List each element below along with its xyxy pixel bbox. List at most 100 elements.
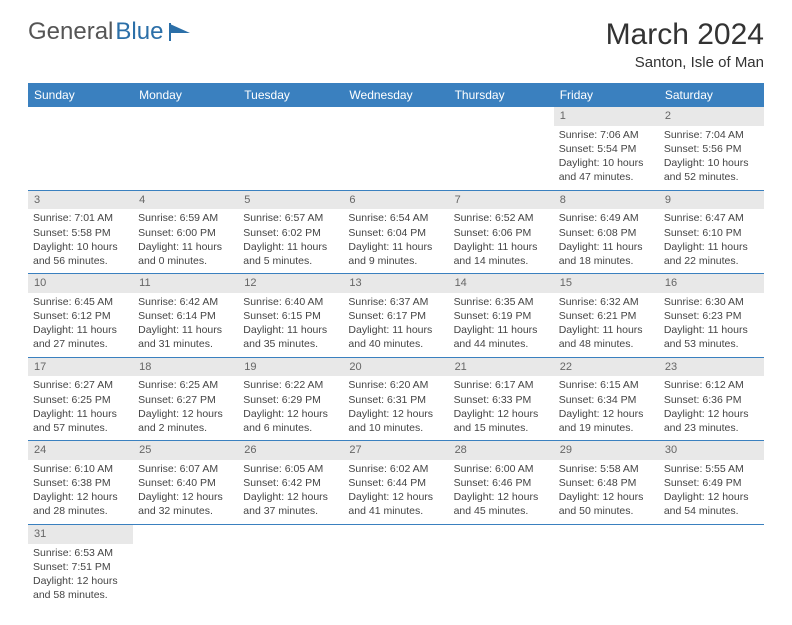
weekday-header: Sunday — [28, 83, 133, 107]
daylight: Daylight: 12 hours and 6 minutes. — [243, 407, 338, 435]
weekday-header: Tuesday — [238, 83, 343, 107]
sunrise: Sunrise: 6:15 AM — [559, 378, 654, 392]
calendar-empty — [659, 524, 764, 607]
calendar-day: 10Sunrise: 6:45 AMSunset: 6:12 PMDayligh… — [28, 274, 133, 358]
sunrise: Sunrise: 5:58 AM — [559, 462, 654, 476]
calendar-day: 5Sunrise: 6:57 AMSunset: 6:02 PMDaylight… — [238, 190, 343, 274]
daylight: Daylight: 11 hours and 27 minutes. — [33, 323, 128, 351]
day-number: 18 — [133, 358, 238, 377]
calendar-empty — [343, 524, 448, 607]
day-number: 15 — [554, 274, 659, 293]
daylight: Daylight: 12 hours and 50 minutes. — [559, 490, 654, 518]
sunrise: Sunrise: 6:47 AM — [664, 211, 759, 225]
daylight: Daylight: 10 hours and 52 minutes. — [664, 156, 759, 184]
calendar-day: 27Sunrise: 6:02 AMSunset: 6:44 PMDayligh… — [343, 441, 448, 525]
daylight: Daylight: 11 hours and 48 minutes. — [559, 323, 654, 351]
sunrise: Sunrise: 6:40 AM — [243, 295, 338, 309]
sunrise: Sunrise: 6:45 AM — [33, 295, 128, 309]
weekday-header: Friday — [554, 83, 659, 107]
sunset: Sunset: 6:21 PM — [559, 309, 654, 323]
calendar-empty — [449, 524, 554, 607]
weekday-header: Thursday — [449, 83, 554, 107]
sunrise: Sunrise: 6:42 AM — [138, 295, 233, 309]
calendar-day: 28Sunrise: 6:00 AMSunset: 6:46 PMDayligh… — [449, 441, 554, 525]
sunset: Sunset: 6:34 PM — [559, 393, 654, 407]
sunset: Sunset: 5:56 PM — [664, 142, 759, 156]
sunrise: Sunrise: 6:07 AM — [138, 462, 233, 476]
weekday-header: Monday — [133, 83, 238, 107]
sunrise: Sunrise: 7:01 AM — [33, 211, 128, 225]
day-number: 6 — [343, 191, 448, 210]
calendar-grid: SundayMondayTuesdayWednesdayThursdayFrid… — [28, 83, 764, 607]
sunset: Sunset: 6:40 PM — [138, 476, 233, 490]
sunset: Sunset: 6:25 PM — [33, 393, 128, 407]
sunset: Sunset: 6:12 PM — [33, 309, 128, 323]
calendar-day: 9Sunrise: 6:47 AMSunset: 6:10 PMDaylight… — [659, 190, 764, 274]
calendar-week: 24Sunrise: 6:10 AMSunset: 6:38 PMDayligh… — [28, 441, 764, 525]
daylight: Daylight: 12 hours and 45 minutes. — [454, 490, 549, 518]
day-number: 21 — [449, 358, 554, 377]
calendar-document: GeneralBlue March 2024 Santon, Isle of M… — [0, 0, 792, 625]
daylight: Daylight: 10 hours and 56 minutes. — [33, 240, 128, 268]
sunset: Sunset: 6:48 PM — [559, 476, 654, 490]
sunrise: Sunrise: 6:30 AM — [664, 295, 759, 309]
day-number: 27 — [343, 441, 448, 460]
month-title: March 2024 — [606, 18, 764, 52]
day-number: 28 — [449, 441, 554, 460]
calendar-day: 25Sunrise: 6:07 AMSunset: 6:40 PMDayligh… — [133, 441, 238, 525]
day-number: 17 — [28, 358, 133, 377]
calendar-day: 18Sunrise: 6:25 AMSunset: 6:27 PMDayligh… — [133, 357, 238, 441]
daylight: Daylight: 12 hours and 2 minutes. — [138, 407, 233, 435]
day-number: 13 — [343, 274, 448, 293]
sunset: Sunset: 6:02 PM — [243, 226, 338, 240]
sunrise: Sunrise: 6:32 AM — [559, 295, 654, 309]
calendar-day: 7Sunrise: 6:52 AMSunset: 6:06 PMDaylight… — [449, 190, 554, 274]
sunset: Sunset: 6:04 PM — [348, 226, 443, 240]
calendar-day: 15 Sunrise: 6:32 AMSunset: 6:21 PMDayligh… — [554, 274, 659, 358]
day-number: 30 — [659, 441, 764, 460]
daylight: Daylight: 11 hours and 14 minutes. — [454, 240, 549, 268]
day-number: 12 — [238, 274, 343, 293]
daylight: Daylight: 12 hours and 15 minutes. — [454, 407, 549, 435]
daylight: Daylight: 10 hours and 47 minutes. — [559, 156, 654, 184]
day-number: 4 — [133, 191, 238, 210]
calendar-empty — [238, 524, 343, 607]
calendar-day: 13Sunrise: 6:37 AMSunset: 6:17 PMDayligh… — [343, 274, 448, 358]
sunset: Sunset: 6:14 PM — [138, 309, 233, 323]
day-number: 20 — [343, 358, 448, 377]
calendar-empty — [133, 524, 238, 607]
sunset: Sunset: 6:42 PM — [243, 476, 338, 490]
daylight: Daylight: 12 hours and 41 minutes. — [348, 490, 443, 518]
calendar-empty — [238, 107, 343, 190]
daylight: Daylight: 11 hours and 40 minutes. — [348, 323, 443, 351]
calendar-week: 10Sunrise: 6:45 AMSunset: 6:12 PMDayligh… — [28, 274, 764, 358]
sunrise: Sunrise: 6:25 AM — [138, 378, 233, 392]
day-number: 3 — [28, 191, 133, 210]
sunrise: Sunrise: 6:12 AM — [664, 378, 759, 392]
sunset: Sunset: 6:36 PM — [664, 393, 759, 407]
daylight: Daylight: 12 hours and 58 minutes. — [33, 574, 128, 602]
sunrise: Sunrise: 6:05 AM — [243, 462, 338, 476]
daylight: Daylight: 11 hours and 5 minutes. — [243, 240, 338, 268]
calendar-day: 22Sunrise: 6:15 AMSunset: 6:34 PMDayligh… — [554, 357, 659, 441]
calendar-empty — [449, 107, 554, 190]
calendar-day: 2Sunrise: 7:04 AMSunset: 5:56 PMDaylight… — [659, 107, 764, 190]
logo-text-1: General — [28, 18, 113, 46]
calendar-day: 17Sunrise: 6:27 AMSunset: 6:25 PMDayligh… — [28, 357, 133, 441]
sunset: Sunset: 5:58 PM — [33, 226, 128, 240]
daylight: Daylight: 11 hours and 9 minutes. — [348, 240, 443, 268]
sunset: Sunset: 6:23 PM — [664, 309, 759, 323]
day-number: 1 — [554, 107, 659, 126]
sunrise: Sunrise: 6:17 AM — [454, 378, 549, 392]
sunset: Sunset: 6:33 PM — [454, 393, 549, 407]
calendar-empty — [133, 107, 238, 190]
sunrise: Sunrise: 6:22 AM — [243, 378, 338, 392]
sunset: Sunset: 6:49 PM — [664, 476, 759, 490]
sunset: Sunset: 6:15 PM — [243, 309, 338, 323]
day-number: 8 — [554, 191, 659, 210]
day-number: 9 — [659, 191, 764, 210]
sunrise: Sunrise: 6:00 AM — [454, 462, 549, 476]
daylight: Daylight: 11 hours and 31 minutes. — [138, 323, 233, 351]
sunset: Sunset: 7:51 PM — [33, 560, 128, 574]
sunrise: Sunrise: 7:04 AM — [664, 128, 759, 142]
